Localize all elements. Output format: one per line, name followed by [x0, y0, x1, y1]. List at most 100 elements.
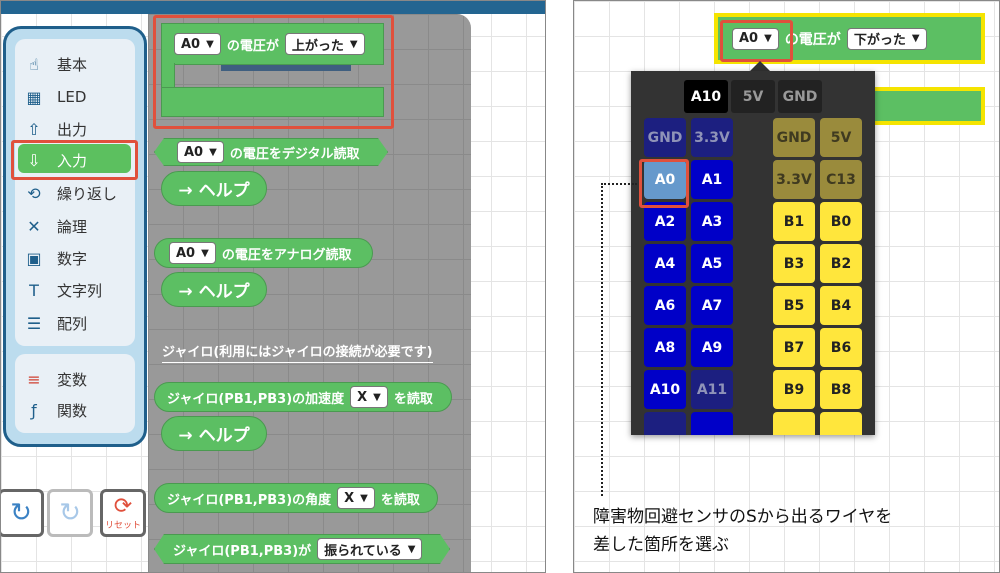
category-extra-1[interactable]: ƒ 関数: [14, 396, 134, 424]
top-bar: [1, 1, 545, 14]
category-3[interactable]: ⇩ 入力: [14, 146, 134, 174]
pin-A2[interactable]: A2: [644, 202, 686, 241]
gyro-angle-block[interactable]: ジャイロ(PB1,PB3)の角度 X ▼ を読取: [154, 483, 438, 513]
pin-A3[interactable]: A3: [691, 202, 733, 241]
pin-B2[interactable]: B2: [820, 244, 862, 283]
redo-button[interactable]: ↻: [47, 489, 93, 537]
highlight-box: [639, 159, 689, 208]
pin-A5[interactable]: A5: [691, 244, 733, 283]
pin-clipped[interactable]: [644, 412, 686, 435]
pin-GND[interactable]: GND: [773, 118, 815, 157]
pin-dropdown[interactable]: A0 ▼: [732, 27, 779, 50]
pointer-line: [601, 183, 603, 496]
pin-A6[interactable]: A6: [644, 286, 686, 325]
category-6[interactable]: ▣ 数字: [14, 244, 134, 272]
block-bottom: [870, 87, 985, 125]
state-dropdown[interactable]: 振られている ▼: [317, 538, 422, 560]
pin-B5[interactable]: B5: [773, 286, 815, 325]
pin-A7[interactable]: A7: [691, 286, 733, 325]
selected-category-bg: [18, 144, 131, 173]
help-button[interactable]: → ヘルプ: [161, 272, 267, 307]
input-icon: ⇩: [27, 150, 41, 170]
picker-tab[interactable]: GND: [778, 80, 822, 113]
pin-B3[interactable]: B3: [773, 244, 815, 283]
pin-3.3V[interactable]: 3.3V: [691, 118, 733, 157]
pin-3.3V[interactable]: 3.3V: [773, 160, 815, 199]
category-1[interactable]: ▦ LED: [14, 83, 134, 111]
pin-clipped[interactable]: [773, 412, 815, 435]
category-extra-0[interactable]: ≡ 変数: [14, 365, 134, 393]
pin-clipped[interactable]: [691, 412, 733, 435]
pin-A10[interactable]: A10: [644, 370, 686, 409]
pin-A8[interactable]: A8: [644, 328, 686, 367]
direction-dropdown[interactable]: 下がった ▼: [846, 27, 927, 50]
undo-button[interactable]: ↻: [1, 489, 44, 537]
hand-icon: ☝: [29, 54, 39, 74]
pin-dropdown[interactable]: A0 ▼: [177, 141, 224, 163]
pin-clipped[interactable]: [820, 412, 862, 435]
pin-A11[interactable]: A11: [691, 370, 733, 409]
pin-B1[interactable]: B1: [773, 202, 815, 241]
led-matrix-icon: ▦: [26, 87, 42, 107]
pin-picker-popup: A10 5V GND GND 3.3V GND 5V A0 A1 3.3V C13 A2 A3 B1 B0…: [631, 71, 875, 435]
help-button[interactable]: → ヘルプ: [161, 416, 267, 451]
logic-icon: ✕: [27, 216, 41, 236]
gyro-section-label: ジャイロ(利用にはジャイロの接続が必要です): [162, 341, 433, 363]
category-8[interactable]: ☰ 配列: [14, 309, 134, 337]
pin-A0[interactable]: A0: [644, 160, 686, 199]
category-0[interactable]: ☝ 基本: [14, 50, 134, 78]
pin-A1[interactable]: A1: [691, 160, 733, 199]
pin-C13[interactable]: C13: [820, 160, 862, 199]
category-5[interactable]: ✕ 論理: [14, 212, 134, 240]
undo-icon: ↻: [10, 498, 32, 528]
block-text: の電圧が: [226, 38, 279, 54]
picker-tab[interactable]: A10: [684, 80, 728, 113]
output-icon: ⇧: [27, 119, 41, 139]
caption-line-1: 障害物回避センサのSから出るワイヤを: [593, 507, 893, 527]
highlight-box: [153, 15, 394, 129]
digital-read-block[interactable]: A0 ▼ の電圧をデジタル読取: [154, 138, 388, 166]
pin-B8[interactable]: B8: [820, 370, 862, 409]
editor-panel: ☝ 基本 ▦ LED ⇧ 出力 ⇩ 入力 ⟲ 繰り返し ✕ 論理 ▣ 数字 T 文字列 ☰ 配列 ≡ 変数 ƒ 関数 A0…: [0, 0, 546, 573]
pin-B6[interactable]: B6: [820, 328, 862, 367]
text-icon: T: [29, 280, 39, 300]
pin-B4[interactable]: B4: [820, 286, 862, 325]
pin-B0[interactable]: B0: [820, 202, 862, 241]
axis-dropdown[interactable]: X ▼: [350, 386, 388, 408]
pin-dropdown[interactable]: A0 ▼: [169, 242, 216, 264]
redo-icon: ↻: [59, 498, 81, 528]
workspace-panel: A0 ▼ の電圧が 下がった ▼ A10 5V GND GND 3.3V GND 5V A0 A1…: [573, 0, 1000, 573]
caption-line-2: 差した箇所を選ぶ: [593, 535, 729, 555]
category-7[interactable]: T 文字列: [14, 276, 134, 304]
help-button[interactable]: → ヘルプ: [161, 171, 267, 206]
category-4[interactable]: ⟲ 繰り返し: [14, 179, 134, 207]
highlight-box: [11, 140, 138, 180]
gyro-shake-block[interactable]: ジャイロ(PB1,PB3)が 振られている ▼: [154, 534, 450, 564]
toolbox: [3, 26, 147, 447]
picker-tab[interactable]: 5V: [731, 80, 775, 113]
number-icon: ▣: [26, 248, 42, 268]
voltage-event-block[interactable]: A0 ▼ の電圧が 下がった ▼: [714, 13, 985, 64]
category-2[interactable]: ⇧ 出力: [14, 115, 134, 143]
function-icon: ƒ: [31, 400, 37, 420]
analog-read-block[interactable]: A0 ▼ の電圧をアナログ読取: [154, 238, 373, 268]
array-icon: ☰: [26, 313, 42, 333]
pin-B7[interactable]: B7: [773, 328, 815, 367]
voltage-event-block[interactable]: A0 ▼ の電圧が 上がった ▼: [161, 23, 384, 117]
gyro-accel-block[interactable]: ジャイロ(PB1,PB3)の加速度 X ▼ を読取: [154, 382, 452, 412]
pin-A9[interactable]: A9: [691, 328, 733, 367]
pin-GND[interactable]: GND: [644, 118, 686, 157]
pin-dropdown[interactable]: A0 ▼: [174, 33, 221, 55]
popup-caret: [750, 61, 770, 71]
loop-icon: ⟲: [27, 183, 41, 203]
reset-button[interactable]: ⟳ リセット: [100, 489, 146, 537]
variable-icon: ≡: [27, 369, 41, 389]
direction-dropdown[interactable]: 上がった ▼: [284, 33, 365, 55]
highlight-box: [720, 20, 793, 62]
pin-B9[interactable]: B9: [773, 370, 815, 409]
axis-dropdown[interactable]: X ▼: [337, 487, 375, 509]
reset-icon: ⟳: [113, 493, 133, 519]
pin-A4[interactable]: A4: [644, 244, 686, 283]
pointer-line: [601, 183, 637, 185]
pin-5V[interactable]: 5V: [820, 118, 862, 157]
